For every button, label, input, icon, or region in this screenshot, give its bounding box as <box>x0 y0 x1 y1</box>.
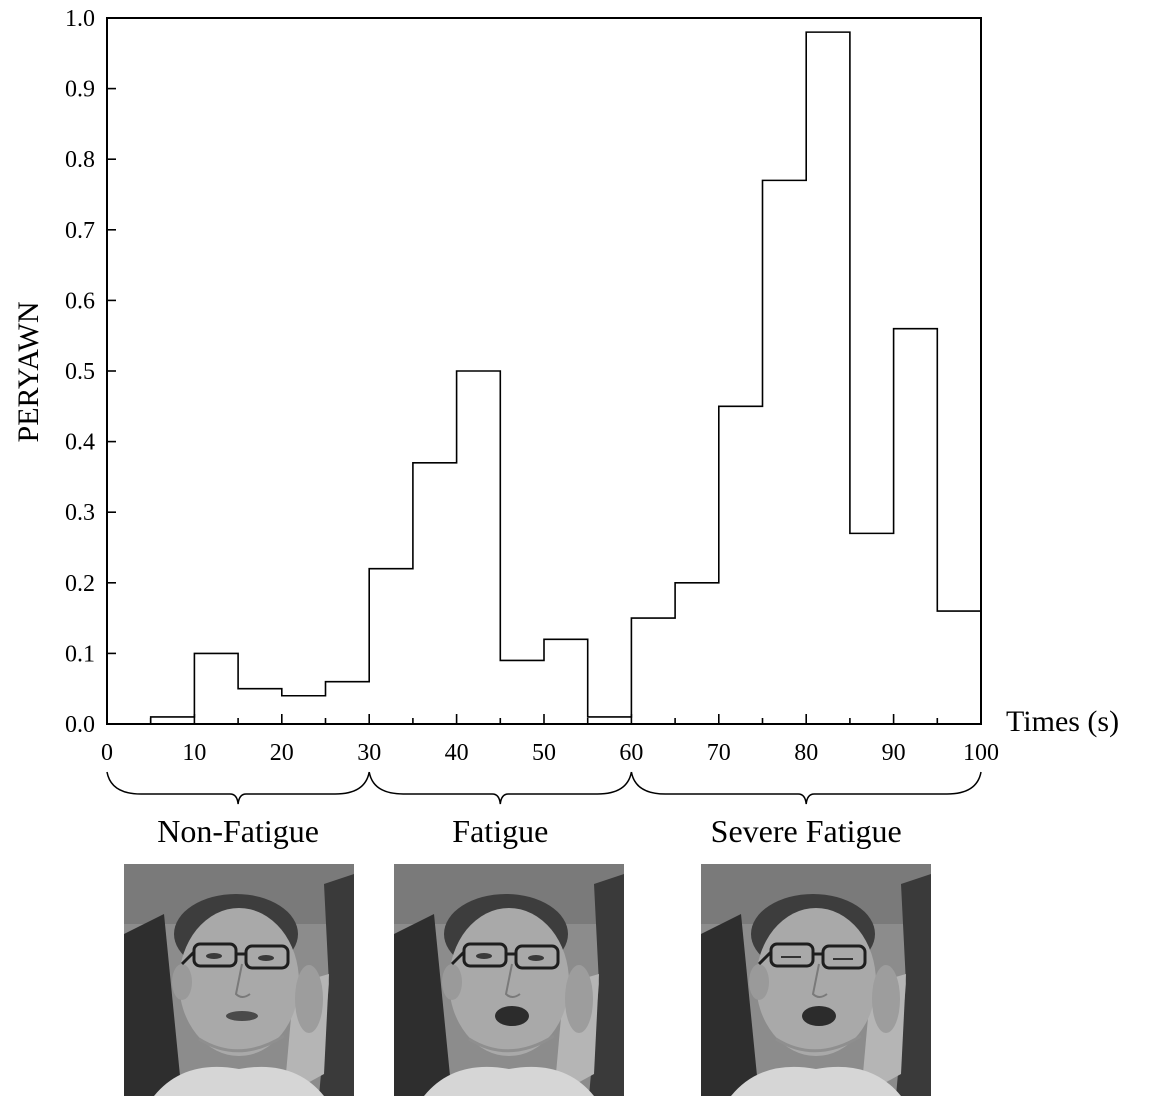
y-tick-label: 0.3 <box>65 500 95 526</box>
x-tick-label: 40 <box>445 740 469 766</box>
fatigue-stage-braces: Non-Fatigue Fatigue Severe Fatigue <box>106 771 982 849</box>
y-axis-title: PERYAWN <box>12 302 45 443</box>
x-axis-ticks: 0 10 20 30 40 50 60 70 80 90 100 <box>101 714 999 766</box>
peryawn-chart: 0.0 0.1 0.2 0.3 0.4 0.5 0.6 0.7 0.8 0.9 1.0 0 10 20 3… <box>12 6 1119 849</box>
driver-photo-severe-fatigue <box>701 864 931 1096</box>
x-tick-label: 0 <box>101 740 113 766</box>
y-axis-ticks: 0.0 0.1 0.2 0.3 0.4 0.5 0.6 0.7 0.8 0.9 1.0 <box>65 6 116 738</box>
driver-photo-non-fatigue <box>124 864 354 1096</box>
x-tick-label: 20 <box>270 740 294 766</box>
x-axis-title: Times (s) <box>1006 705 1119 738</box>
y-tick-label: 0.5 <box>65 359 95 385</box>
x-tick-label: 100 <box>963 740 999 766</box>
stage-brace <box>368 771 633 805</box>
y-tick-label: 0.1 <box>65 641 95 667</box>
y-tick-label: 0.4 <box>65 430 95 456</box>
x-tick-label: 50 <box>532 740 556 766</box>
stage-label: Non-Fatigue <box>157 813 319 849</box>
stage-label: Severe Fatigue <box>711 813 902 849</box>
y-tick-label: 0.8 <box>65 147 95 173</box>
x-tick-label: 80 <box>794 740 818 766</box>
y-tick-label: 1.0 <box>65 6 95 32</box>
y-tick-label: 0.0 <box>65 712 95 738</box>
driver-photo-fatigue <box>394 864 624 1096</box>
stage-brace <box>630 771 982 805</box>
stage-brace <box>106 771 370 805</box>
x-tick-label: 90 <box>882 740 906 766</box>
y-tick-label: 0.6 <box>65 288 95 314</box>
x-tick-label: 70 <box>707 740 731 766</box>
stage-label: Fatigue <box>452 813 548 849</box>
x-tick-label: 60 <box>619 740 643 766</box>
y-tick-label: 0.2 <box>65 571 95 597</box>
peryawn-step-series <box>149 31 981 724</box>
y-tick-label: 0.7 <box>65 218 95 244</box>
x-tick-label: 10 <box>182 740 206 766</box>
x-tick-label: 30 <box>357 740 381 766</box>
y-tick-label: 0.9 <box>65 77 95 103</box>
